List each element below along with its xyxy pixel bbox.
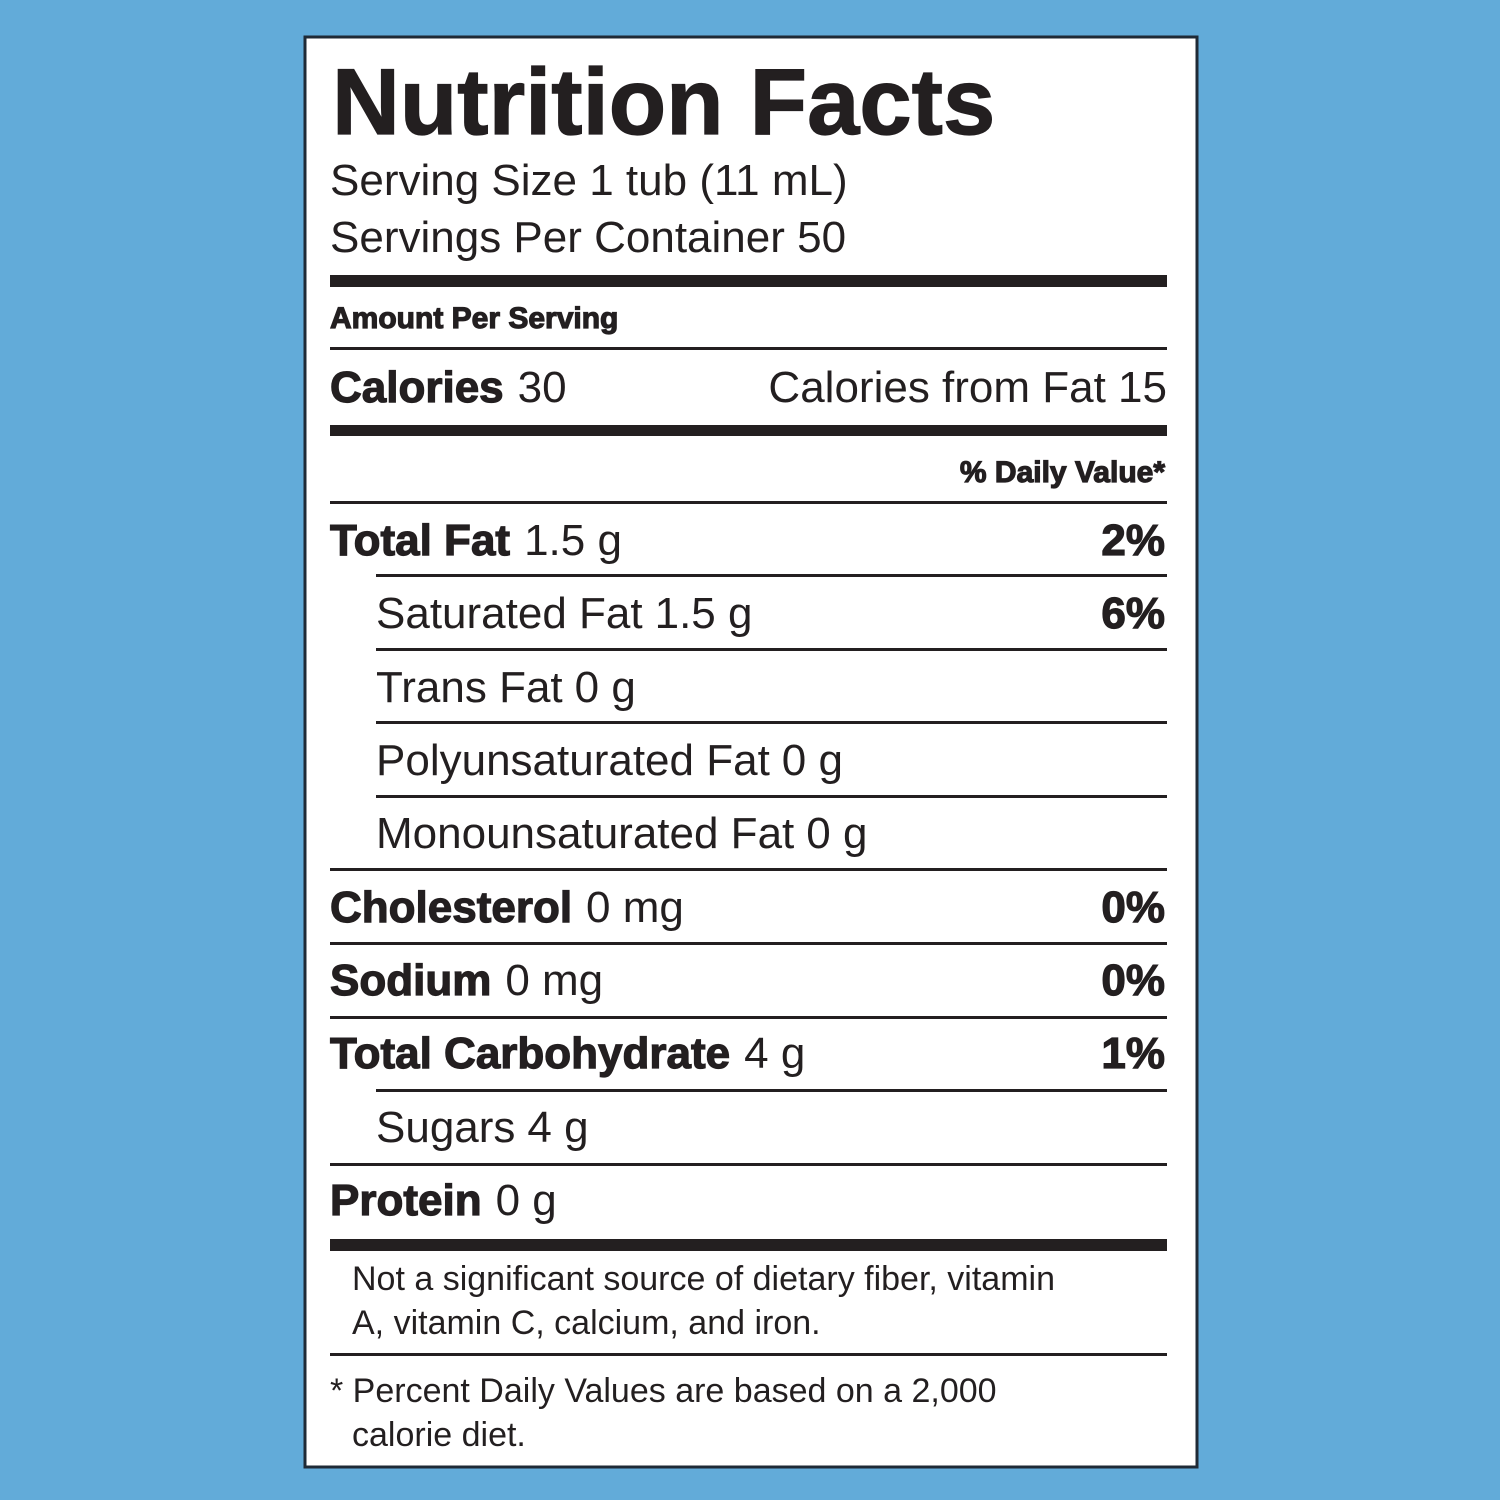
nutrient-amount: 4 g: [527, 1103, 588, 1152]
title: Nutrition Facts: [332, 49, 995, 154]
nutrient-name: Polyunsaturated Fat: [376, 736, 770, 785]
daily-value: 0%: [1101, 956, 1165, 1005]
rule: [330, 1163, 1167, 1166]
nutrient-name: Trans Fat: [376, 663, 563, 712]
nutrient-amount: 0 mg: [505, 956, 603, 1005]
footnote-line: calorie diet.: [352, 1416, 526, 1454]
rule: [330, 501, 1167, 504]
nutrient-amount: 1.5 g: [655, 589, 753, 638]
amount-per-serving: Amount Per Serving: [330, 302, 618, 335]
nutrient-row: Sugars 4 g: [376, 1103, 589, 1152]
calories-value: 30: [518, 363, 567, 412]
thick-rule: [330, 425, 1167, 436]
nutrient-amount: 4 g: [744, 1029, 805, 1078]
nutrient-row: Trans Fat 0 g: [376, 663, 636, 712]
rule: [376, 721, 1167, 724]
daily-value: 2%: [1101, 516, 1165, 565]
nutrient-name: Sodium: [330, 956, 491, 1005]
rule: [330, 942, 1167, 945]
calories-row: Calories 30: [330, 363, 567, 412]
footnote-line: * Percent Daily Values are based on a 2,…: [330, 1372, 997, 1410]
nutrient-name: Saturated Fat: [376, 589, 643, 638]
nutrient-amount: 0 g: [806, 809, 867, 858]
nutrient-name: Monounsaturated Fat: [376, 809, 794, 858]
footnote-line: Not a significant source of dietary fibe…: [352, 1260, 1055, 1298]
nutrient-row: Total Carbohydrate 4 g: [330, 1029, 805, 1078]
nutrient-amount: 0 g: [496, 1176, 557, 1225]
serving-size: Serving Size 1 tub (11 mL): [330, 156, 848, 205]
daily-value: 1%: [1101, 1029, 1165, 1078]
rule: [376, 574, 1167, 577]
footnote-line: A, vitamin C, calcium, and iron.: [352, 1304, 821, 1342]
nutrient-row: Total Fat 1.5 g: [330, 516, 622, 565]
rule: [330, 868, 1167, 871]
nutrient-row: Protein 0 g: [330, 1176, 557, 1225]
nutrient-name: Total Fat: [330, 516, 510, 565]
nutrient-name: Total Carbohydrate: [330, 1029, 730, 1078]
nutrient-name: Cholesterol: [330, 883, 572, 932]
nutrient-amount: 1.5 g: [524, 516, 622, 565]
daily-value: 6%: [1101, 589, 1165, 638]
nutrient-amount: 0 g: [575, 663, 636, 712]
servings-per-container: Servings Per Container 50: [330, 213, 846, 262]
rule: [376, 648, 1167, 651]
rule: [376, 795, 1167, 798]
rule: [330, 1016, 1167, 1019]
nutrient-name: Protein: [330, 1176, 482, 1225]
thick-rule: [330, 1239, 1167, 1251]
nutrient-row: Polyunsaturated Fat 0 g: [376, 736, 843, 785]
thick-rule: [330, 275, 1167, 287]
rule: [330, 1353, 1167, 1356]
rule: [376, 1089, 1167, 1092]
nutrient-name: Sugars: [376, 1103, 515, 1152]
daily-value: 0%: [1101, 883, 1165, 932]
nutrient-row: Saturated Fat 1.5 g: [376, 589, 752, 638]
nutrient-row: Cholesterol 0 mg: [330, 883, 684, 932]
calories-from-fat: Calories from Fat 15: [768, 363, 1167, 412]
calories-label: Calories: [330, 363, 504, 412]
rule: [330, 347, 1167, 350]
nutrient-row: Monounsaturated Fat 0 g: [376, 809, 867, 858]
daily-value-header: % Daily Value*: [960, 456, 1165, 489]
nutrient-amount: 0 g: [782, 736, 843, 785]
nutrient-row: Sodium 0 mg: [330, 956, 603, 1005]
nutrient-amount: 0 mg: [586, 883, 684, 932]
